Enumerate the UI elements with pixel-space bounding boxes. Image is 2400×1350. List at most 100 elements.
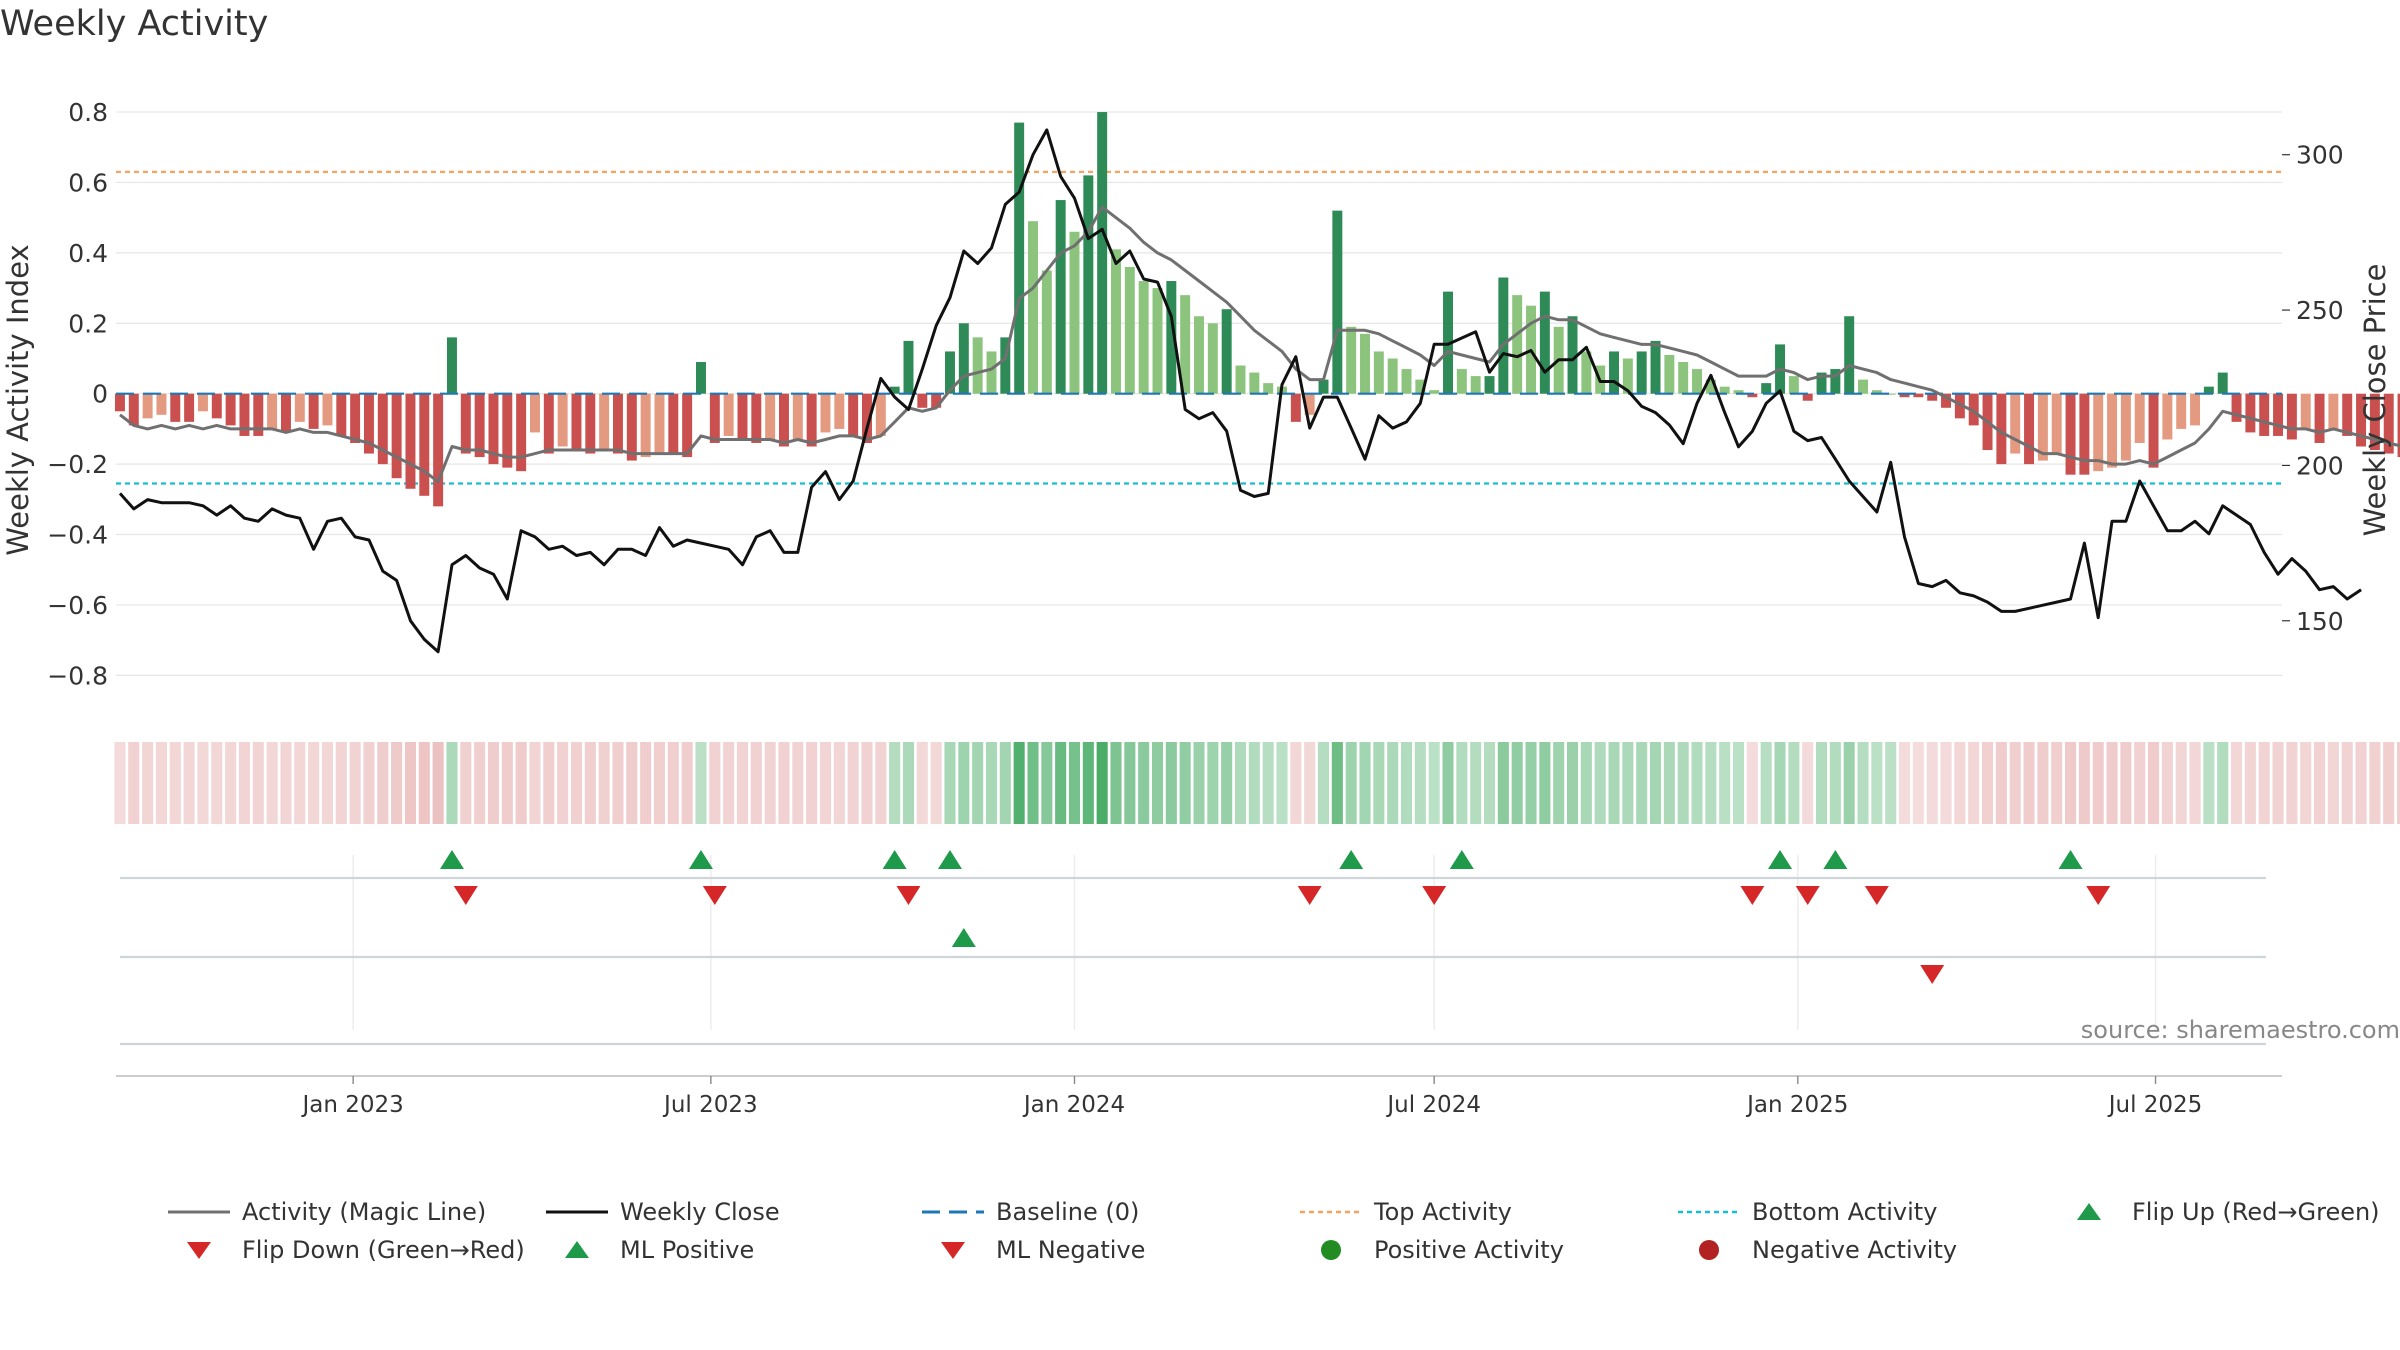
weekly-close-series — [118, 128, 2362, 654]
heat-strip-cell — [1843, 742, 1855, 824]
flip-down-marker — [702, 886, 727, 905]
activity-bar — [1360, 333, 1370, 394]
activity-bar — [1954, 393, 1965, 419]
flip-up-marker — [1339, 850, 1364, 869]
activity-bar — [972, 337, 983, 394]
heat-strip-cell — [266, 742, 278, 824]
heat-strip-cell — [377, 742, 389, 824]
legend-item-ml-positive: ML Positive — [546, 1236, 754, 1264]
activity-bar — [2328, 393, 2339, 429]
heat-strip-cell — [280, 742, 292, 824]
heat-strip-cell — [1041, 742, 1053, 824]
bottom-activity-swatch — [1678, 1200, 1740, 1224]
heat-strip-cell — [2009, 742, 2021, 824]
y2-tick-label: 250 — [2296, 296, 2344, 325]
heat-strip-cell — [778, 742, 790, 824]
activity-bar — [502, 393, 513, 468]
flip-up-icon — [2058, 1200, 2120, 1224]
activity-bar — [2314, 393, 2325, 443]
heat-strip-cell — [764, 742, 776, 824]
activity-bar — [640, 393, 651, 458]
heat-strip-cell — [750, 742, 762, 824]
activity-heat-strip — [114, 742, 2400, 824]
legend-label: Positive Activity — [1374, 1236, 1564, 1264]
activity-bar — [2107, 393, 2118, 468]
activity-bar — [1650, 340, 1661, 394]
activity-bar — [1014, 122, 1025, 394]
heat-strip-cell — [155, 742, 167, 824]
heat-strip-cell — [972, 742, 984, 824]
heat-strip-cell — [1871, 742, 1883, 824]
heat-strip-cell — [1400, 742, 1413, 824]
heat-strip-cell — [1912, 742, 1924, 824]
heat-strip-cell — [1110, 742, 1122, 824]
activity-bar — [848, 393, 859, 436]
heat-strip-cell — [584, 742, 596, 824]
heat-strip-cell — [2314, 742, 2326, 824]
heat-strip-cell — [1898, 742, 1911, 824]
legend: Activity (Magic Line) Weekly Close Basel… — [0, 1198, 2400, 1308]
activity-bar — [820, 393, 831, 433]
y-tick-label: 0 — [92, 380, 108, 409]
heat-strip-cell — [1373, 742, 1385, 824]
activity-bar — [806, 393, 817, 447]
heat-strip-cell — [321, 742, 333, 824]
activity-bar — [516, 393, 527, 472]
flip-down-icon — [168, 1238, 230, 1262]
heat-strip-cell — [1636, 742, 1648, 824]
activity-bar — [336, 393, 347, 436]
activity-bar — [1111, 249, 1121, 394]
activity-bar — [1332, 210, 1343, 394]
series-lines — [118, 128, 2400, 654]
activity-bar — [612, 393, 623, 454]
activity-bar — [695, 362, 706, 394]
heat-strip-cell — [1456, 742, 1468, 824]
heat-strip-cell — [1470, 742, 1482, 824]
heat-strip-cell — [1968, 742, 1980, 824]
activity-bar — [723, 393, 734, 436]
heat-strip-cell — [1124, 742, 1136, 824]
heat-strip-cell — [308, 742, 320, 824]
activity-bar — [1318, 379, 1329, 394]
heat-strip-cell — [2078, 742, 2090, 824]
y-tick-label: 0.2 — [68, 309, 108, 338]
flip-events-panel — [120, 850, 2266, 1046]
activity-bar — [2134, 393, 2145, 443]
activity-bar — [1899, 393, 1910, 398]
heat-strip-cell — [1359, 742, 1371, 824]
heat-strip-cell — [1068, 742, 1081, 824]
activity-bar — [170, 393, 181, 422]
heat-strip-cell — [2051, 742, 2063, 824]
heat-strip-cell — [2203, 742, 2215, 824]
heat-strip-cell — [999, 742, 1011, 824]
heat-strip-cell — [1926, 742, 1938, 824]
heat-strip-cell — [404, 742, 416, 824]
y-tick-label: 0.4 — [68, 239, 108, 268]
activity-bar — [585, 393, 596, 454]
activity-bar — [2342, 393, 2353, 436]
activity-bar — [1816, 372, 1827, 394]
heat-strip-cell — [2300, 742, 2312, 824]
ml-negative-marker — [1920, 965, 1945, 984]
heat-strip-cell — [667, 742, 679, 824]
activity-bar — [253, 393, 264, 436]
activity-bar — [419, 393, 430, 496]
activity-bar — [1415, 379, 1426, 394]
heat-strip-cell — [985, 742, 998, 824]
flip-down-marker — [453, 886, 478, 905]
activity-bar — [737, 393, 748, 440]
heat-strip-cell — [2134, 742, 2146, 824]
activity-bar — [114, 393, 125, 412]
activity-bar — [1719, 386, 1730, 394]
flip-down-marker — [2086, 886, 2111, 905]
legend-item-ml-negative: ML Negative — [922, 1236, 1145, 1264]
activity-bar — [1885, 393, 1896, 395]
legend-label: Flip Up (Red→Green) — [2132, 1198, 2380, 1226]
grid-layer — [116, 111, 2282, 676]
activity-bar — [294, 393, 305, 422]
activity-bar — [1858, 379, 1869, 394]
x-tick-label: Jan 2023 — [300, 1092, 403, 1118]
activity-bar — [2065, 393, 2076, 475]
legend-item-magic-line: Activity (Magic Line) — [168, 1198, 486, 1226]
legend-label: Bottom Activity — [1752, 1198, 1938, 1226]
